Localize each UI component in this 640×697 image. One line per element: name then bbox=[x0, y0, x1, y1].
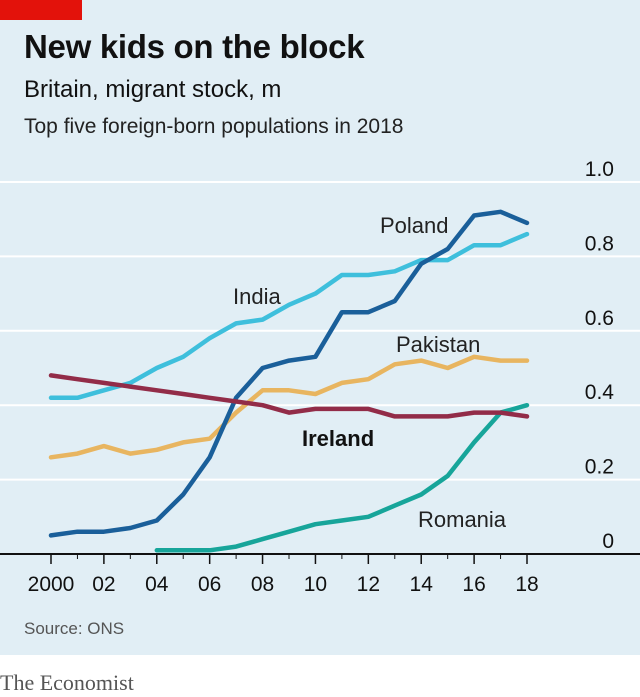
economist-red-tag bbox=[0, 0, 82, 20]
source-note: Source: ONS bbox=[24, 619, 125, 638]
x-tick-label: 04 bbox=[145, 573, 169, 596]
chart-note: Top five foreign-born populations in 201… bbox=[24, 115, 404, 138]
y-tick-label: 0.8 bbox=[585, 232, 614, 255]
x-tick-label: 12 bbox=[357, 573, 380, 596]
series-label-romania: Romania bbox=[418, 507, 507, 532]
x-tick-label: 18 bbox=[515, 573, 538, 596]
brand-logo: The Economist bbox=[0, 670, 134, 695]
y-tick-label: 0.2 bbox=[585, 456, 614, 479]
series-line-india bbox=[48, 231, 530, 401]
y-tick-label: 1.0 bbox=[585, 158, 614, 181]
chart-subtitle: Britain, migrant stock, m bbox=[24, 76, 282, 103]
line-chart: India Poland Pakistan Ireland Romania 0 0.2 0.… bbox=[0, 158, 640, 596]
chart-background bbox=[0, 0, 640, 655]
x-tick-label: 06 bbox=[198, 573, 221, 596]
x-tick-label: 14 bbox=[410, 573, 434, 596]
series-line-poland bbox=[48, 209, 530, 538]
x-tick-label: 08 bbox=[251, 573, 274, 596]
x-tick-label: 2000 bbox=[28, 573, 75, 596]
x-tick-label: 02 bbox=[92, 573, 115, 596]
series-line-ireland bbox=[48, 373, 530, 419]
series-label-poland: Poland bbox=[380, 213, 449, 238]
x-tick-label: 16 bbox=[462, 573, 485, 596]
series-label-india: India bbox=[233, 284, 281, 309]
y-tick-label: 0.4 bbox=[585, 381, 615, 404]
series-line-pakistan bbox=[48, 354, 530, 460]
y-tick-label: 0 bbox=[602, 530, 614, 553]
series-label-ireland: Ireland bbox=[302, 426, 374, 451]
series-line-romania bbox=[154, 402, 530, 553]
series-label-pakistan: Pakistan bbox=[396, 332, 480, 357]
y-tick-label: 0.6 bbox=[585, 307, 614, 330]
x-tick-label: 10 bbox=[304, 573, 327, 596]
chart-title: New kids on the block bbox=[24, 28, 365, 65]
